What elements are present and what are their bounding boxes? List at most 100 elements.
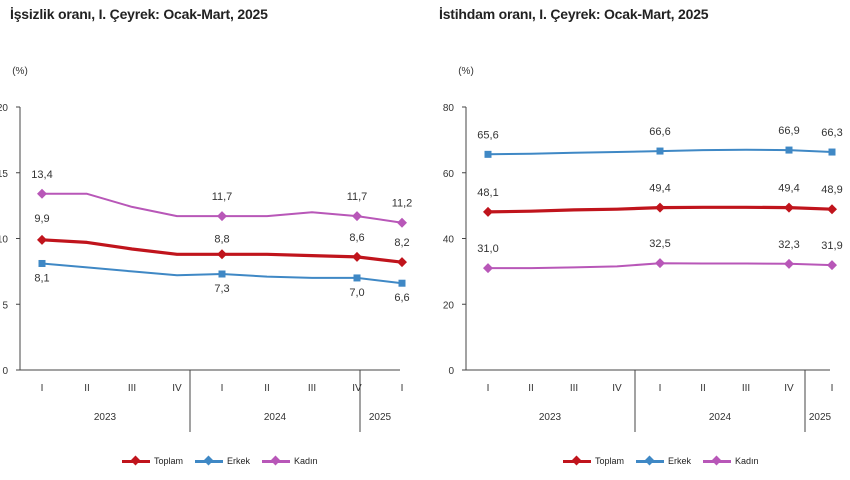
data-label: 48,1 <box>477 187 498 199</box>
x-tick-label: IV <box>352 383 362 394</box>
data-point-marker <box>37 234 47 245</box>
chart-legend: Toplam Erkek Kadın <box>563 455 759 466</box>
data-label: 31,9 <box>821 240 842 252</box>
x-tick-label: IV <box>172 383 182 394</box>
data-point-marker <box>784 258 794 269</box>
x-tick-label: II <box>84 383 90 394</box>
y-tick-label: 15 <box>0 169 8 180</box>
data-point-marker <box>785 146 793 154</box>
data-point-marker <box>37 188 47 199</box>
data-label: 31,0 <box>477 243 498 255</box>
x-tick-label: I <box>401 383 404 394</box>
data-point-marker <box>217 249 227 260</box>
x-tick-label: IV <box>784 383 794 394</box>
legend-item-erkek: Erkek <box>636 455 692 466</box>
employment-chart-panel: İstihdam oranı, I. Çeyrek: Ocak-Mart, 20… <box>425 0 850 480</box>
y-tick-label: 0 <box>2 366 8 377</box>
data-label: 49,4 <box>778 183 799 195</box>
data-label: 32,3 <box>778 239 799 251</box>
x-tick-label: I <box>221 383 224 394</box>
data-label: 8,1 <box>34 272 49 284</box>
legend-swatch-erkek <box>195 455 224 466</box>
legend-item-erkek: Erkek <box>195 455 251 466</box>
data-point-marker <box>484 150 492 158</box>
y-axis-unit: (%) <box>12 66 28 77</box>
chart-legend: Toplam Erkek Kadın <box>122 455 318 466</box>
legend-label-kadin: Kadın <box>294 456 318 466</box>
data-point-marker <box>828 148 836 156</box>
legend-swatch-erkek <box>636 455 665 466</box>
data-point-marker <box>827 260 837 271</box>
legend-swatch-toplam <box>563 455 591 466</box>
data-point-marker <box>353 274 361 282</box>
y-tick-label: 40 <box>443 235 455 246</box>
unemployment-chart: (%)05101520IIIIIIIVIIIIIIIVI202320242025… <box>0 66 413 432</box>
data-point-marker <box>655 202 665 213</box>
y-tick-label: 5 <box>2 300 8 311</box>
data-label: 32,5 <box>649 238 670 250</box>
data-label: 66,6 <box>649 126 670 138</box>
chart-title: İstihdam oranı, I. Çeyrek: Ocak-Mart, 20… <box>439 6 709 22</box>
year-label: 2024 <box>264 412 287 423</box>
data-point-marker <box>827 204 837 215</box>
legend-label-toplam: Toplam <box>595 456 625 466</box>
y-axis-unit: (%) <box>458 66 474 77</box>
legend-item-kadin: Kadın <box>703 455 759 466</box>
year-label: 2025 <box>809 412 832 423</box>
legend-label-kadin: Kadın <box>735 456 759 466</box>
data-label: 65,6 <box>477 129 498 141</box>
data-label: 11,7 <box>347 191 368 203</box>
y-tick-label: 20 <box>0 103 8 114</box>
x-tick-label: I <box>659 383 662 394</box>
legend-label-erkek: Erkek <box>668 456 692 466</box>
data-label: 7,3 <box>214 283 229 295</box>
y-tick-label: 80 <box>443 103 455 114</box>
y-tick-label: 0 <box>448 366 454 377</box>
unemployment-chart-panel: İşsizlik oranı, I. Çeyrek: Ocak-Mart, 20… <box>0 6 413 466</box>
legend-swatch-kadin <box>262 455 291 466</box>
x-tick-label: IV <box>612 383 622 394</box>
x-tick-label: II <box>700 383 706 394</box>
legend-swatch-toplam <box>122 455 150 466</box>
legend-item-toplam: Toplam <box>563 455 625 466</box>
y-tick-label: 60 <box>443 169 455 180</box>
data-point-marker <box>784 202 794 213</box>
data-label: 9,9 <box>34 213 49 225</box>
legend-item-kadin: Kadın <box>262 455 318 466</box>
data-point-marker <box>38 259 46 267</box>
year-label: 2025 <box>369 412 392 423</box>
data-point-marker <box>218 270 226 278</box>
data-point-marker <box>217 211 227 222</box>
x-tick-label: II <box>264 383 270 394</box>
data-label: 6,6 <box>394 292 409 304</box>
data-label: 66,3 <box>821 127 842 139</box>
data-point-marker <box>483 206 493 217</box>
data-label: 66,9 <box>778 125 799 137</box>
x-tick-label: III <box>308 383 316 394</box>
data-label: 49,4 <box>649 183 670 195</box>
year-label: 2023 <box>94 412 117 423</box>
legend-label-toplam: Toplam <box>154 456 184 466</box>
legend-label-erkek: Erkek <box>227 456 251 466</box>
data-point-marker <box>483 263 493 274</box>
x-tick-label: III <box>742 383 750 394</box>
year-label: 2024 <box>709 412 732 423</box>
data-point-marker <box>656 147 664 155</box>
x-tick-label: I <box>831 383 834 394</box>
y-tick-label: 20 <box>443 300 455 311</box>
y-tick-label: 10 <box>0 235 8 246</box>
data-label: 48,9 <box>821 184 842 196</box>
legend-item-toplam: Toplam <box>122 455 184 466</box>
data-label: 8,2 <box>394 237 409 249</box>
legend-swatch-kadin <box>703 455 732 466</box>
data-label: 11,7 <box>212 191 233 203</box>
data-label: 8,8 <box>214 233 229 245</box>
data-point-marker <box>397 217 407 228</box>
year-label: 2023 <box>539 412 562 423</box>
data-label: 7,0 <box>349 287 364 299</box>
data-point-marker <box>397 257 407 268</box>
x-tick-label: II <box>528 383 534 394</box>
data-label: 11,2 <box>392 198 413 210</box>
data-point-marker <box>352 211 362 222</box>
